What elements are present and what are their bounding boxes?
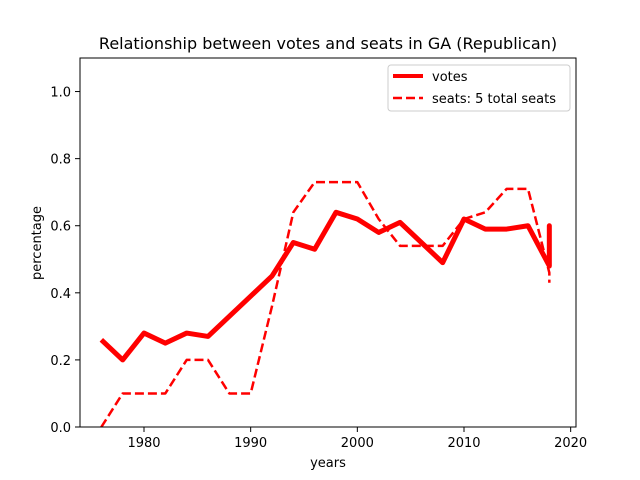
plot-area	[99, 180, 552, 427]
x-axis-label: years	[310, 456, 346, 471]
x-tick-label: 1980	[127, 436, 160, 451]
y-tick-label: 0.4	[50, 287, 71, 302]
chart-title: Relationship between votes and seats in …	[99, 34, 557, 53]
legend-label-votes: votes	[432, 70, 468, 85]
series-line-votes	[99, 209, 552, 363]
y-axis: 0.0 0.2 0.4 0.6 0.8 1.0	[50, 86, 80, 436]
x-axis: 1980 1990 2000 2010 2020	[127, 427, 587, 451]
legend-box	[387, 64, 571, 112]
y-tick-label: 0.6	[50, 220, 71, 235]
y-axis-label: percentage	[30, 206, 45, 280]
y-tick-label: 0.2	[50, 354, 71, 369]
x-tick-label: 2010	[447, 436, 480, 451]
x-tick-label: 2000	[341, 436, 374, 451]
legend: votes seats: 5 total seats	[387, 64, 571, 112]
x-tick-label: 1990	[234, 436, 267, 451]
y-tick-label: 1.0	[50, 86, 71, 101]
legend-label-seats: seats: 5 total seats	[432, 92, 556, 107]
y-tick-label: 0.8	[50, 153, 71, 168]
x-tick-label: 2020	[554, 436, 587, 451]
y-tick-label: 0.0	[50, 421, 71, 436]
series-line-seats	[100, 180, 551, 427]
axes-frame	[79, 57, 577, 428]
